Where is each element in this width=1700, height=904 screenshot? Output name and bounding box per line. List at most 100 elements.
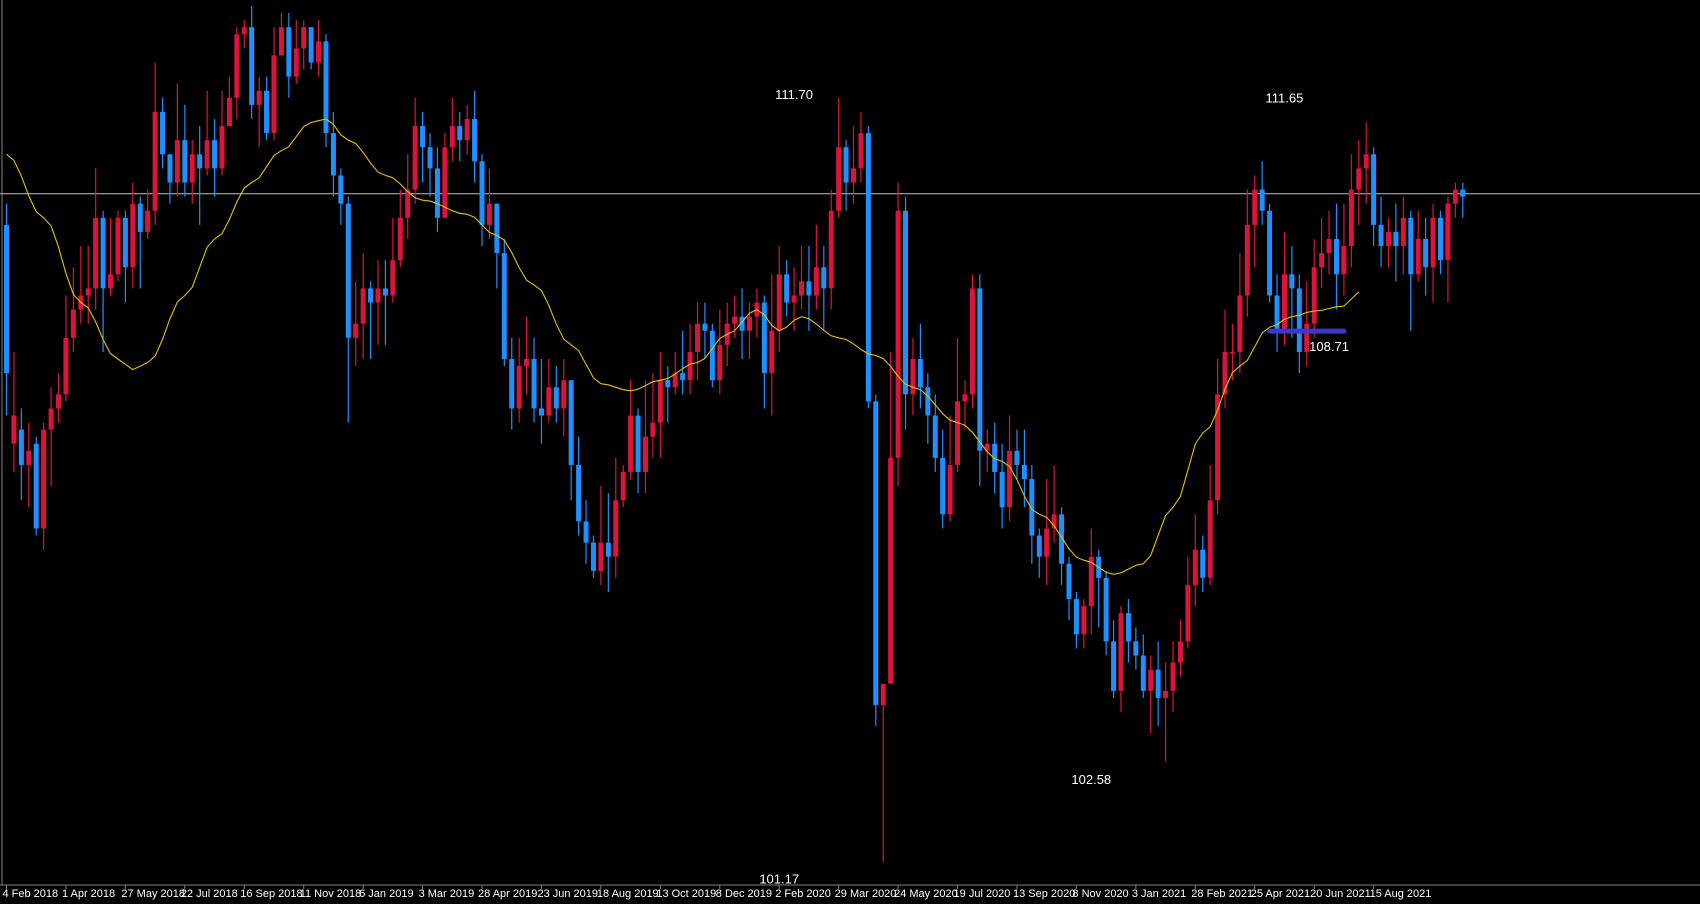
candle-body	[85, 288, 91, 296]
candle	[264, 76, 270, 141]
candle-body	[1044, 528, 1050, 557]
candle-body	[189, 154, 195, 183]
x-tick-label: 8 Dec 2019	[716, 888, 772, 900]
candle	[1014, 429, 1020, 480]
candle-body	[1445, 203, 1451, 261]
candle	[509, 337, 515, 430]
candle-body	[286, 27, 292, 77]
candle-body	[11, 415, 17, 444]
candle	[108, 217, 114, 296]
candle-body	[895, 210, 901, 458]
candle-body	[18, 429, 24, 465]
candle	[100, 210, 106, 352]
candle	[1229, 323, 1235, 381]
candle	[895, 182, 901, 487]
candle-body	[1222, 351, 1228, 395]
candle	[702, 302, 708, 360]
candle	[561, 359, 567, 437]
candle-body	[293, 48, 299, 77]
candle	[449, 97, 455, 162]
candle-body	[791, 295, 797, 303]
candle-body	[858, 133, 864, 169]
candle	[1274, 274, 1280, 352]
candle	[494, 203, 500, 289]
candle	[174, 83, 180, 197]
candle-body	[1460, 189, 1466, 197]
candle	[917, 323, 923, 409]
candle-body	[1066, 563, 1072, 600]
candle	[642, 380, 648, 494]
candle	[1423, 217, 1429, 296]
candle	[241, 20, 247, 49]
candle	[78, 246, 84, 324]
candle-body	[538, 408, 544, 416]
candle	[1021, 429, 1027, 508]
candle	[1148, 655, 1154, 734]
candle	[1445, 196, 1451, 303]
candle	[1215, 359, 1221, 515]
candle-body	[1140, 655, 1146, 691]
candle	[1304, 281, 1310, 367]
candle	[338, 168, 344, 225]
candle-body	[717, 344, 723, 381]
candle	[1408, 210, 1414, 331]
candle	[1356, 140, 1362, 225]
candle-body	[1021, 464, 1027, 480]
candle	[1348, 154, 1354, 268]
candle-body	[1036, 535, 1042, 557]
candle	[620, 464, 626, 508]
x-tick-label: 13 Sep 2020	[1013, 888, 1075, 900]
candle	[48, 387, 54, 487]
candle-body	[865, 133, 871, 402]
candle	[390, 217, 396, 303]
candle	[323, 34, 329, 148]
candle	[93, 168, 99, 310]
candle	[1378, 196, 1384, 268]
candle	[754, 288, 760, 338]
candle-body	[1051, 514, 1057, 529]
candle-body	[501, 253, 507, 360]
candle-body	[1311, 267, 1317, 324]
candle-body	[174, 140, 180, 183]
candle	[516, 337, 522, 423]
candle-body	[1378, 224, 1384, 247]
candle	[316, 20, 322, 77]
candle-body	[1207, 500, 1213, 578]
candle	[903, 196, 909, 430]
x-tick-label: 19 Jul 2020	[954, 888, 1011, 900]
candle-body	[338, 175, 344, 204]
x-tick-label: 3 Mar 2019	[419, 888, 475, 900]
candle-body	[509, 359, 515, 409]
candle	[1363, 122, 1369, 204]
candle-body	[1415, 238, 1421, 275]
candle-body	[100, 217, 106, 289]
x-tick-label: 23 Jun 2019	[537, 888, 598, 900]
candle-body	[702, 323, 708, 331]
candle-body	[984, 443, 990, 451]
candle-body	[1356, 168, 1362, 190]
x-tick-label: 1 Apr 2018	[62, 888, 115, 900]
candle	[1333, 203, 1339, 310]
candle-body	[308, 27, 314, 63]
candle	[41, 422, 47, 550]
candle	[427, 133, 433, 197]
candle-body	[1229, 351, 1235, 354]
candle	[137, 196, 143, 289]
candle	[160, 97, 166, 169]
candle	[628, 380, 634, 480]
candle-body	[442, 147, 448, 218]
candle	[828, 189, 834, 310]
moving-average-line	[6, 118, 1360, 575]
x-tick-label: 25 Apr 2021	[1251, 888, 1310, 900]
candle	[583, 500, 589, 564]
candle-body	[1437, 217, 1443, 261]
candle-body	[747, 316, 752, 331]
candle-body	[427, 147, 433, 169]
candle-body	[821, 267, 827, 289]
candle	[999, 443, 1005, 529]
candle	[1437, 210, 1443, 275]
candle	[167, 154, 173, 204]
candle-body	[212, 140, 218, 169]
x-tick-label: 24 May 2020	[894, 888, 958, 900]
